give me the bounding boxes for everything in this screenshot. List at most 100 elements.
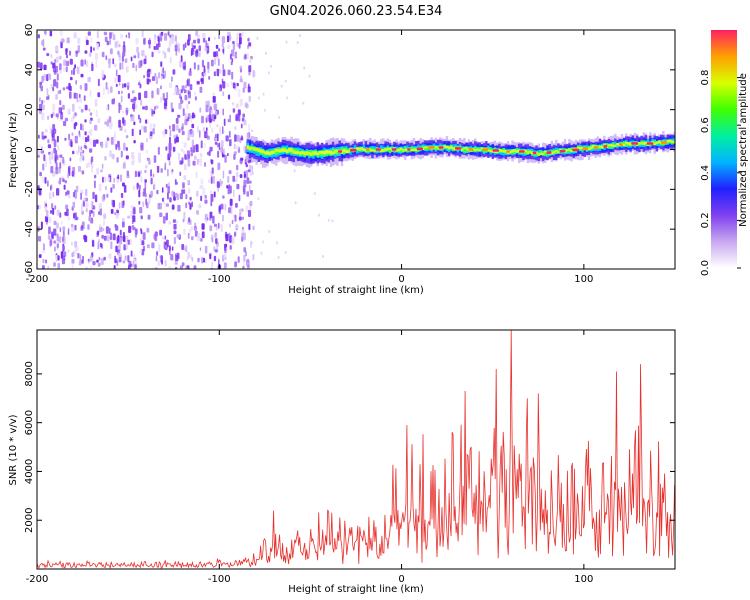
noise-blob	[98, 211, 101, 215]
track-core	[375, 148, 381, 151]
track-band	[570, 150, 573, 153]
noise-blob	[222, 170, 225, 179]
noise-blob	[229, 198, 233, 206]
noise-blob	[70, 139, 73, 147]
noise-blob	[144, 182, 147, 190]
noise-blob	[68, 138, 71, 147]
noise-blob	[56, 209, 60, 216]
noise-blob	[140, 176, 143, 183]
noise-blob	[52, 207, 55, 215]
y-tick-label: 20	[24, 103, 35, 116]
noise-blob	[89, 89, 92, 97]
noise-blob	[40, 221, 43, 230]
noise-blob	[236, 32, 239, 40]
track-band	[397, 148, 400, 152]
noise-blob	[50, 149, 53, 153]
noise-blob	[63, 120, 67, 127]
noise-blob	[139, 207, 143, 214]
noise-blob	[233, 154, 236, 160]
noise-blob	[96, 31, 99, 39]
noise-blob	[39, 97, 41, 103]
noise-blob	[117, 145, 121, 151]
track-band	[563, 148, 567, 152]
noise-blob	[44, 129, 48, 133]
noise-blob	[48, 226, 51, 234]
noise-blob	[106, 193, 109, 198]
noise-blob	[238, 43, 241, 49]
noise-blob	[191, 115, 194, 119]
noise-blob	[232, 108, 236, 113]
noise-blob	[212, 215, 215, 224]
noise-blob	[203, 257, 205, 263]
noise-blob	[234, 126, 237, 130]
noise-blob	[233, 189, 235, 198]
noise-blob	[103, 219, 106, 226]
noise-speck	[331, 219, 334, 223]
track-band	[259, 149, 263, 153]
noise-blob	[131, 220, 134, 225]
noise-blob	[43, 99, 46, 104]
noise-blob	[211, 261, 214, 268]
noise-blob	[145, 119, 148, 124]
noise-blob	[90, 255, 93, 262]
noise-blob	[143, 37, 146, 45]
noise-blob	[186, 104, 189, 110]
noise-blob	[87, 77, 89, 83]
noise-blob	[132, 185, 136, 191]
noise-blob	[181, 244, 185, 250]
noise-blob	[235, 171, 239, 178]
noise-blob	[214, 249, 218, 253]
noise-blob	[51, 151, 54, 160]
noise-blob	[205, 100, 209, 106]
noise-blob	[159, 212, 163, 218]
track-band	[395, 149, 398, 152]
noise-blob	[189, 228, 192, 233]
noise-blob	[208, 114, 212, 122]
noise-blob	[85, 266, 88, 269]
track-band	[356, 147, 359, 150]
noise-blob	[120, 192, 124, 198]
noise-blob	[153, 155, 157, 163]
track-band	[445, 146, 449, 149]
noise-speck	[327, 218, 330, 222]
y-tick-label: 4000	[24, 459, 35, 484]
noise-blob	[55, 94, 58, 100]
track-band	[336, 149, 339, 156]
track-band	[434, 146, 438, 149]
track-band	[675, 132, 677, 151]
noise-blob	[143, 58, 147, 65]
noise-blob	[139, 184, 141, 191]
noise-blob	[100, 169, 103, 173]
noise-blob	[206, 127, 208, 132]
noise-blob	[105, 82, 108, 90]
noise-blob	[111, 31, 114, 36]
noise-blob	[59, 55, 62, 60]
noise-blob	[113, 177, 116, 183]
noise-blob	[206, 115, 209, 122]
noise-blob	[75, 80, 77, 85]
noise-blob	[242, 87, 245, 93]
noise-blob	[223, 254, 227, 259]
noise-blob	[85, 202, 89, 208]
noise-blob	[233, 143, 236, 150]
noise-blob	[199, 247, 202, 251]
noise-blob	[149, 79, 151, 83]
noise-blob	[119, 62, 122, 70]
noise-blob	[188, 100, 190, 105]
noise-blob	[38, 204, 41, 210]
noise-blob	[67, 108, 71, 115]
noise-blob	[237, 256, 240, 263]
track-band	[465, 147, 468, 150]
noise-blob	[58, 107, 62, 114]
noise-blob	[185, 266, 188, 269]
track-band	[517, 149, 521, 153]
noise-blob	[55, 46, 59, 52]
noise-blob	[197, 257, 200, 263]
noise-blob	[252, 70, 256, 78]
noise-blob	[81, 224, 83, 230]
noise-blob	[112, 233, 116, 241]
noise-blob	[172, 69, 176, 75]
spectrogram-y-axis: -60 -40 -20 0 20 40 60	[24, 24, 675, 277]
noise-blob	[72, 67, 75, 76]
noise-blob	[218, 88, 221, 92]
